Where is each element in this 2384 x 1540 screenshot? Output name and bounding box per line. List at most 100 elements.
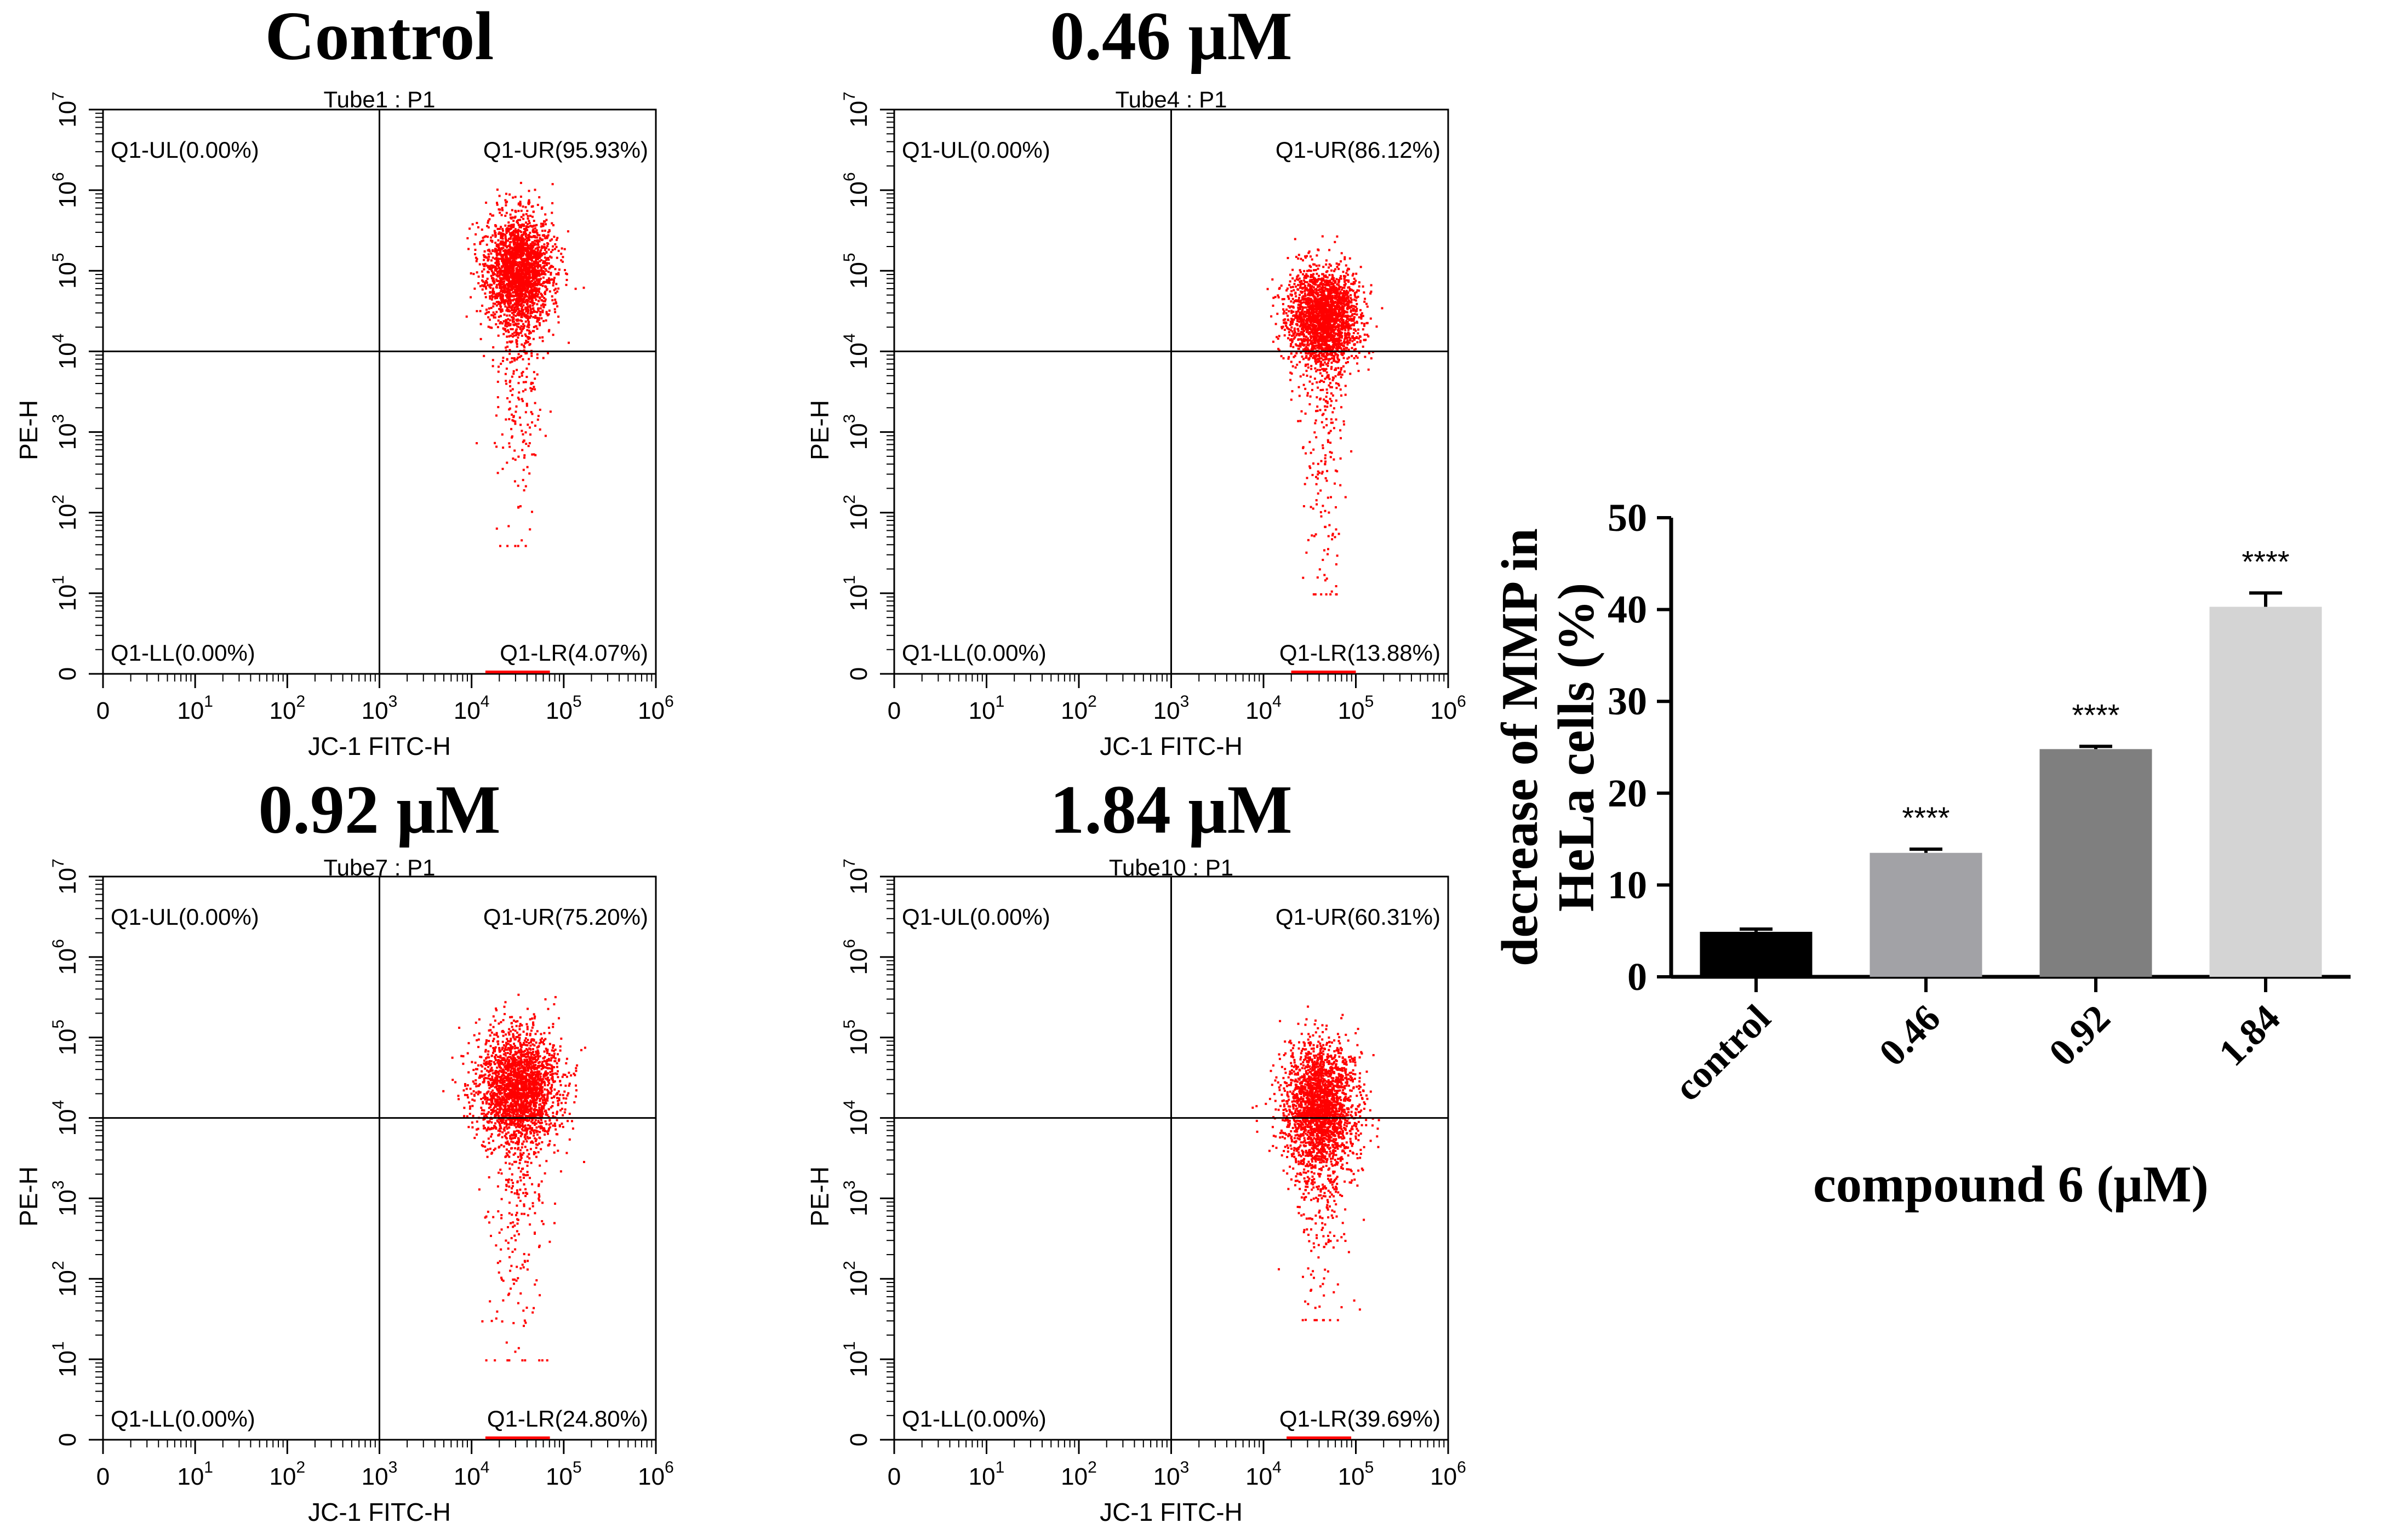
scatter-point	[495, 311, 498, 313]
scatter-point	[1305, 273, 1308, 276]
scatter-point	[1344, 334, 1347, 337]
scatter-point	[501, 433, 504, 436]
scatter-point	[1326, 325, 1329, 328]
scatter-point	[508, 250, 511, 253]
scatter-point	[510, 264, 512, 267]
scatter-point	[1290, 360, 1293, 363]
scatter-point	[484, 281, 487, 284]
scatter-point	[1308, 380, 1311, 383]
scatter-point	[504, 300, 506, 302]
scatter-point	[1342, 271, 1345, 273]
scatter-point	[536, 242, 539, 244]
scatter-point	[527, 306, 529, 309]
scatter-point	[1345, 336, 1347, 338]
scatter-point	[510, 265, 513, 268]
scatter-point	[519, 253, 521, 256]
scatter-point	[512, 316, 515, 319]
scatter-point	[1283, 329, 1286, 331]
scatter-point	[549, 255, 551, 258]
scatter-point	[510, 225, 512, 228]
scatter-point	[1339, 373, 1341, 376]
scatter-point	[1343, 304, 1346, 307]
scatter-point	[1342, 352, 1345, 355]
scatter-point	[494, 269, 496, 272]
scatter-point	[1315, 354, 1318, 357]
scatter-point	[1312, 276, 1315, 279]
scatter-point	[496, 227, 499, 230]
scatter-point	[1329, 358, 1331, 360]
scatter-point	[531, 293, 534, 296]
scatter-point	[557, 249, 560, 252]
scatter-point	[510, 251, 513, 253]
scatter-point	[1326, 470, 1329, 472]
scatter-point	[1369, 317, 1372, 320]
scatter-point	[527, 257, 530, 260]
scatter-point	[529, 387, 532, 390]
scatter-point	[540, 207, 543, 210]
scatter-point	[1348, 286, 1351, 289]
scatter-point	[530, 310, 533, 313]
scatter-point	[529, 301, 531, 304]
scatter-point	[507, 299, 510, 301]
scatter-point	[506, 314, 508, 317]
scatter-point	[521, 244, 524, 247]
scatter-point	[476, 257, 478, 260]
scatter-point	[1312, 333, 1314, 335]
scatter-point	[1345, 320, 1348, 323]
scatter-point	[536, 303, 539, 306]
scatter-point	[535, 262, 538, 265]
tube-title: Tube1 : P1	[324, 87, 436, 112]
scatter-point	[1342, 347, 1345, 350]
scatter-point	[1321, 471, 1324, 473]
scatter-point	[1316, 300, 1319, 302]
scatter-point	[517, 353, 520, 356]
scatter-point	[524, 411, 527, 414]
scatter-point	[1339, 320, 1341, 323]
scatter-point	[514, 289, 516, 291]
scatter-point	[1314, 297, 1317, 299]
scatter-point	[513, 262, 516, 265]
scatter-point	[516, 288, 518, 290]
scatter-point	[512, 238, 514, 241]
scatter-point	[513, 246, 516, 249]
scatter-point	[517, 273, 520, 276]
scatter-point	[1341, 305, 1343, 307]
scatter-point	[514, 295, 517, 297]
scatter-point	[1310, 276, 1312, 278]
scatter-point	[1309, 395, 1312, 398]
scatter-point	[534, 454, 537, 456]
scatter-point	[507, 296, 510, 299]
scatter-point	[489, 266, 491, 268]
scatter-point	[519, 289, 521, 291]
scatter-point	[544, 237, 547, 239]
scatter-point	[1346, 308, 1349, 311]
scatter-point	[1367, 368, 1370, 371]
scatter-point	[547, 330, 550, 333]
scatter-point	[1334, 241, 1336, 243]
scatter-point	[1342, 302, 1345, 305]
scatter-point	[522, 284, 524, 287]
scatter-point	[493, 293, 495, 295]
scatter-point	[531, 225, 534, 228]
scatter-point	[512, 271, 514, 273]
scatter-point	[1316, 308, 1318, 311]
scatter-point	[534, 287, 536, 289]
scatter-point	[554, 301, 557, 304]
scatter-point	[519, 310, 522, 313]
scatter-point	[529, 243, 532, 245]
scatter-point	[502, 333, 505, 335]
scatter-point	[529, 304, 531, 307]
scatter-point	[1314, 362, 1317, 365]
scatter-point	[536, 261, 539, 264]
scatter-point	[512, 287, 515, 290]
scatter-point	[505, 255, 508, 258]
scatter-point	[1319, 369, 1321, 371]
scatter-point	[518, 226, 521, 228]
scatter-point	[1318, 355, 1320, 358]
scatter-point	[543, 234, 546, 237]
scatter-point	[502, 249, 505, 252]
scatter-point	[519, 226, 522, 228]
scatter-point	[495, 527, 498, 530]
scatter-point	[1312, 318, 1315, 321]
scatter-point	[521, 311, 524, 314]
